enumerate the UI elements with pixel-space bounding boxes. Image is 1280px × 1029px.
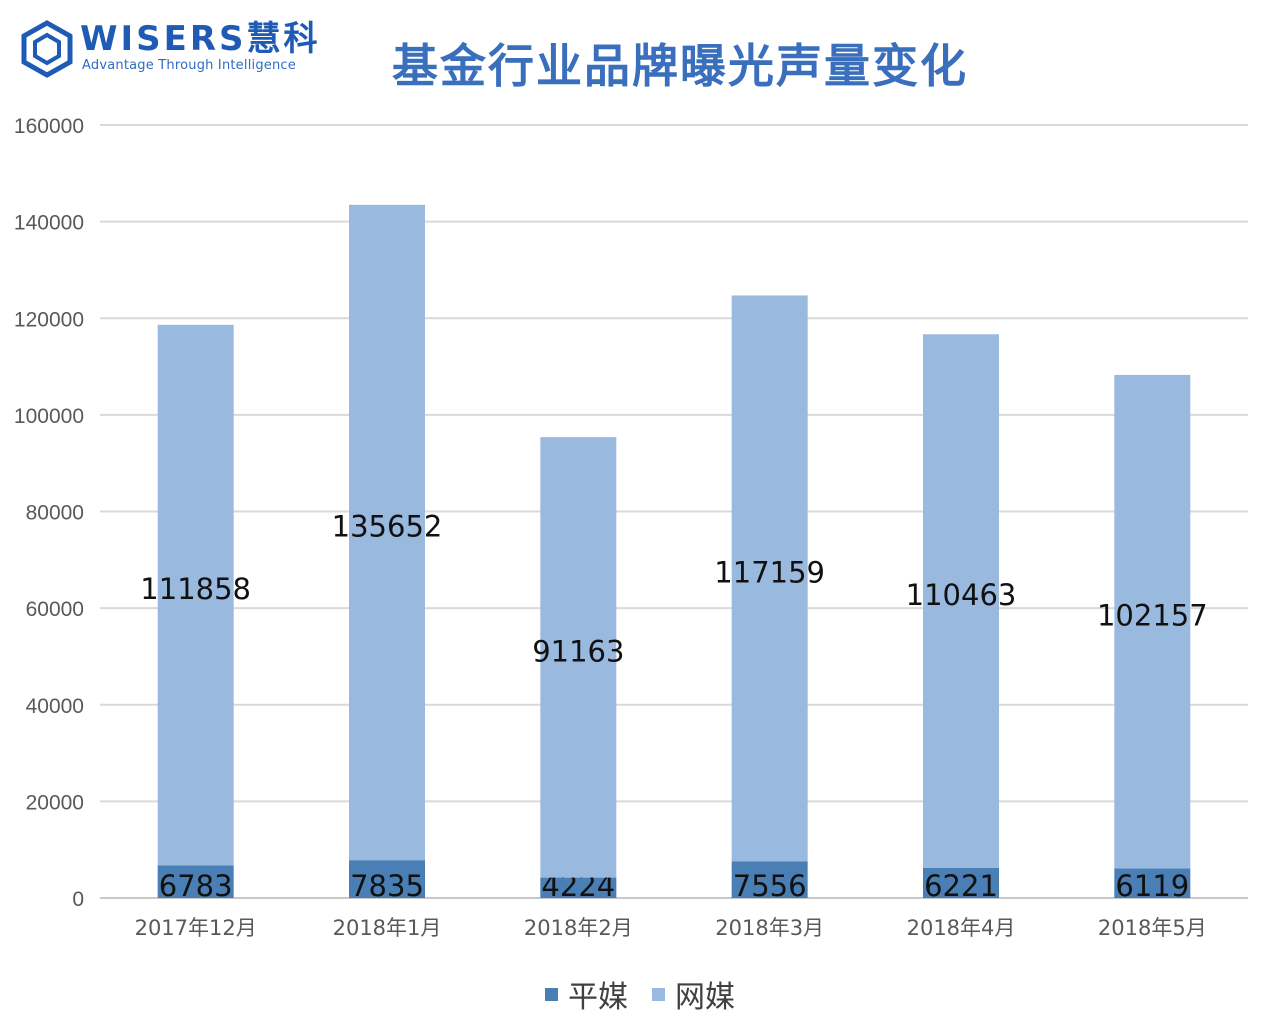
data-label: 102157: [1097, 599, 1208, 633]
legend-swatch: [545, 987, 558, 1001]
data-label: 7556: [733, 869, 807, 903]
legend-label: 网媒: [675, 980, 735, 1015]
y-tick-label: 0: [72, 888, 84, 911]
bar-print: [540, 877, 617, 898]
data-label: 111858: [140, 572, 251, 606]
legend-item: 平媒: [545, 972, 628, 1016]
bar-online: [1114, 374, 1191, 869]
x-tick-label: 2018年4月: [907, 916, 1016, 940]
y-tick-label: 40000: [26, 695, 84, 718]
legend-label: 平媒: [568, 980, 628, 1015]
data-label: 7835: [350, 869, 424, 903]
chart-title: 基金行业品牌曝光声量变化: [392, 39, 968, 93]
wisers-hexagon-icon: [21, 20, 73, 78]
bar-print: [731, 861, 808, 898]
data-label: 6783: [159, 869, 233, 903]
y-tick-label: 80000: [26, 502, 84, 525]
y-tick-label: 100000: [14, 405, 84, 428]
brand-logo: WISERS慧科 Advantage Through Intelligence: [18, 18, 318, 82]
bar-online: [923, 334, 999, 868]
data-label: 117159: [714, 555, 825, 589]
data-label: 6221: [924, 869, 998, 903]
chart-legend: 平媒 网媒: [0, 972, 1280, 1016]
bar-print: [923, 867, 999, 898]
logo-tagline: Advantage Through Intelligence: [82, 58, 296, 73]
legend-item: 网媒: [652, 972, 735, 1016]
bar-online: [540, 437, 617, 878]
y-tick-label: 60000: [26, 598, 84, 621]
bar-print: [349, 860, 425, 898]
data-label: 135652: [332, 509, 443, 543]
data-label: 110463: [906, 578, 1017, 612]
bar-print: [157, 865, 234, 898]
data-label: 6119: [1115, 869, 1189, 903]
x-tick-label: 2017年12月: [135, 916, 257, 940]
bar-online: [731, 295, 808, 862]
x-tick-label: 2018年3月: [715, 916, 824, 940]
x-tick-label: 2018年5月: [1098, 916, 1207, 940]
data-label: 91163: [532, 634, 624, 668]
bar-online: [157, 324, 234, 866]
bar-online: [349, 204, 425, 861]
logo-wordmark: WISERS慧科: [80, 19, 321, 59]
x-tick-label: 2018年1月: [333, 916, 442, 940]
bar-print: [1114, 868, 1191, 898]
x-tick-label: 2018年2月: [524, 916, 633, 940]
y-tick-label: 20000: [26, 791, 84, 814]
legend-swatch: [652, 987, 665, 1001]
y-tick-label: 120000: [14, 308, 84, 331]
y-tick-label: 160000: [14, 115, 84, 138]
y-tick-label: 140000: [14, 212, 84, 235]
